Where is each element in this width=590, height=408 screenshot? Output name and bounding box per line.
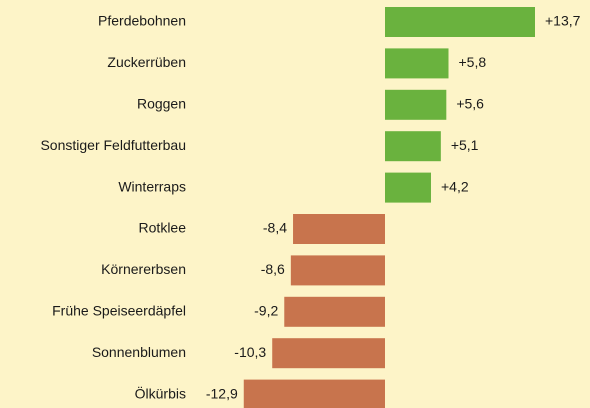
category-label: Rotklee bbox=[139, 220, 187, 236]
value-label: +5,8 bbox=[459, 54, 487, 70]
value-label: -8,6 bbox=[261, 261, 285, 277]
category-label: Winterraps bbox=[118, 178, 186, 194]
value-label: -9,2 bbox=[254, 303, 278, 319]
bar bbox=[290, 255, 385, 286]
bar bbox=[293, 214, 385, 244]
bar bbox=[385, 172, 431, 203]
category-label: Sonnenblumen bbox=[92, 344, 186, 360]
value-label: -8,4 bbox=[263, 220, 287, 236]
category-label: Frühe Speiseerdäpfel bbox=[52, 303, 186, 319]
bar bbox=[385, 131, 441, 162]
bar bbox=[272, 338, 385, 369]
value-label: -12,9 bbox=[206, 385, 238, 401]
bar bbox=[385, 7, 535, 37]
category-label: Pferdebohnen bbox=[98, 13, 186, 29]
category-label: Ölkürbis bbox=[135, 384, 186, 401]
bar bbox=[284, 296, 385, 327]
category-label: Zuckerrüben bbox=[107, 54, 186, 70]
bar bbox=[243, 379, 385, 408]
bar bbox=[385, 89, 447, 120]
category-label: Roggen bbox=[137, 96, 186, 112]
value-label: +13,7 bbox=[545, 13, 581, 29]
value-label: +5,6 bbox=[456, 96, 484, 112]
bar bbox=[385, 48, 449, 79]
value-label: -10,3 bbox=[234, 344, 266, 360]
category-label: Sonstiger Feldfutterbau bbox=[40, 137, 186, 153]
category-label: Körnererbsen bbox=[101, 261, 186, 277]
value-label: +5,1 bbox=[451, 137, 479, 153]
value-label: +4,2 bbox=[441, 178, 469, 194]
